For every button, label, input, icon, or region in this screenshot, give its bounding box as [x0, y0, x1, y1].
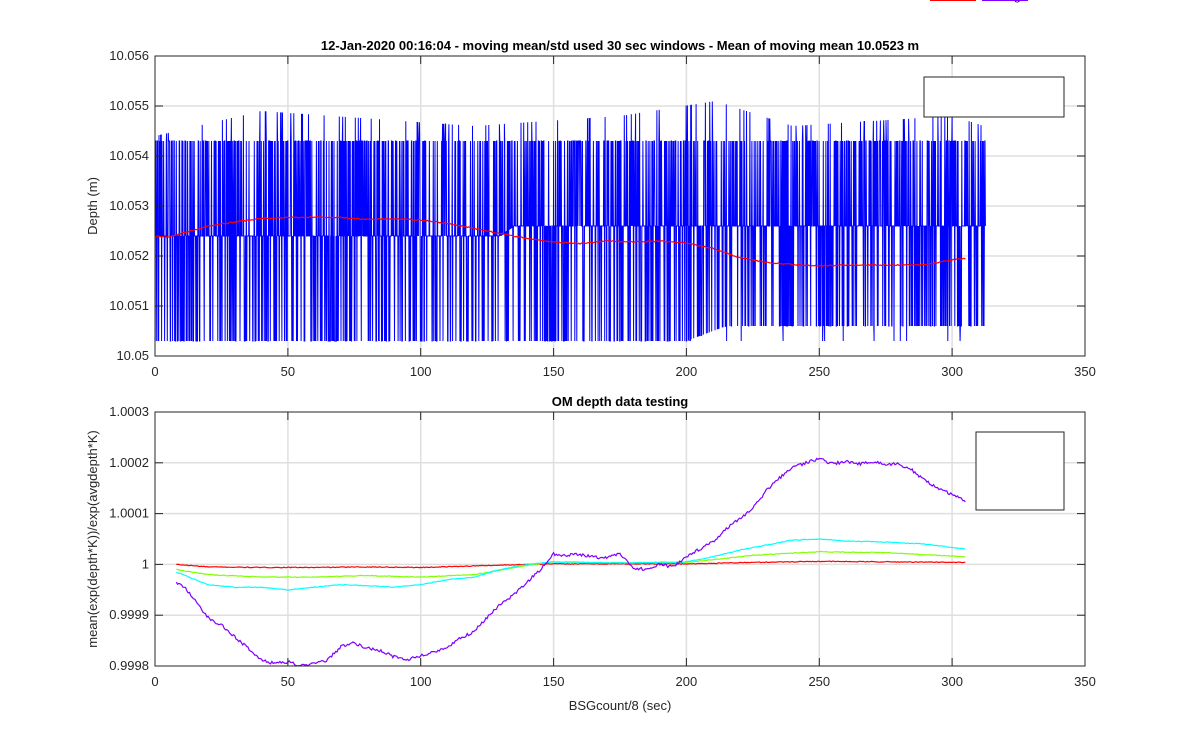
y-tick-label: 1.0003	[109, 404, 149, 419]
legend-box	[923, 76, 1065, 118]
y-tick-label: 0.9998	[109, 658, 149, 673]
x-tick-label: 300	[941, 364, 963, 379]
legend-label: data	[982, 0, 1006, 3]
series-line-data	[154, 101, 986, 342]
y-tick-label: 1	[142, 556, 149, 571]
x-tick-label: 0	[151, 364, 158, 379]
om-depth-chart-title: OM depth data testing	[552, 394, 689, 409]
depth-chart: 0 50 100 150 200 250 300 350 10.05 10.051 10.052 10…	[85, 0, 1096, 379]
y-tick-label: 10.055	[109, 98, 149, 113]
y-tick-label: 10.054	[109, 148, 149, 163]
x-tick-label: 50	[281, 364, 295, 379]
depth-chart-title: 12-Jan-2020 00:16:04 - moving mean/std u…	[321, 38, 919, 53]
series-line-0.1	[176, 538, 966, 591]
x-tick-label: 300	[941, 674, 963, 689]
x-tick-label: 50	[281, 674, 295, 689]
x-tick-label: 200	[676, 364, 698, 379]
x-tick-label: 250	[808, 674, 830, 689]
legend-box	[975, 431, 1065, 511]
y-tick-label: 1.0002	[109, 455, 149, 470]
y-tick-label: 1.0001	[109, 506, 149, 521]
y-tick-label: 0.9999	[109, 607, 149, 622]
y-tick-label: 10.05	[116, 348, 149, 363]
x-tick-label: 150	[543, 674, 565, 689]
depth-chart-y-axis-label: Depth (m)	[85, 177, 100, 235]
x-tick-label: 200	[676, 674, 698, 689]
x-tick-label: 350	[1074, 364, 1096, 379]
x-tick-label: 150	[543, 364, 565, 379]
y-tick-label: 10.051	[109, 298, 149, 313]
series-line-0.01	[176, 560, 966, 569]
series-line-moving-mean	[155, 215, 966, 268]
legend-label: 0.01	[1034, 0, 1058, 3]
x-tick-label: 100	[410, 364, 432, 379]
x-tick-label: 100	[410, 674, 432, 689]
x-tick-label: 250	[808, 364, 830, 379]
legend-label: 0.1	[1034, 0, 1051, 3]
om-depth-chart-x-axis-label: BSGcount/8 (sec)	[569, 698, 672, 713]
y-tick-label: 10.056	[109, 48, 149, 63]
legend-label: 0.4	[1034, 0, 1051, 3]
y-tick-label: 10.053	[109, 198, 149, 213]
x-tick-label: 350	[1074, 674, 1096, 689]
legend-label: moving mean	[982, 0, 1054, 3]
om-depth-chart: 0 50 100 150 200 250 300 350 0.9998 0.9999 1 1.0001…	[85, 0, 1096, 713]
x-tick-label: 0	[151, 674, 158, 689]
legend-label: 0.05	[1034, 0, 1058, 3]
om-depth-chart-y-axis-label: mean(exp(depth*K))/exp(avgdepth*K)	[85, 430, 100, 648]
y-tick-label: 10.052	[109, 248, 149, 263]
